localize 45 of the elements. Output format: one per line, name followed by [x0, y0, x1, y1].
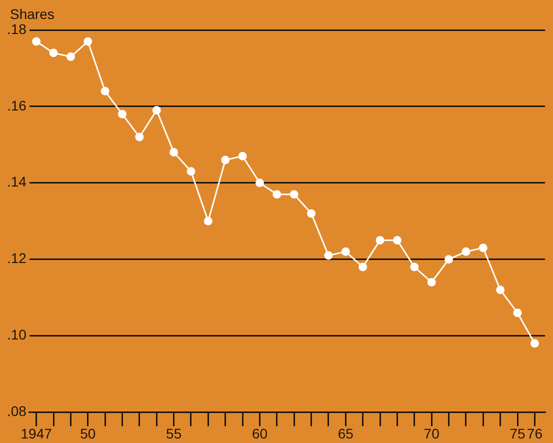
point — [255, 178, 264, 188]
point — [170, 148, 178, 157]
y-tick-label: .10 — [6, 326, 27, 343]
point — [66, 52, 75, 62]
point — [100, 86, 110, 96]
x-tick-label: 55 — [166, 425, 182, 442]
y-tick-label: .18 — [6, 20, 27, 37]
point — [530, 339, 539, 348]
point — [427, 278, 436, 286]
point — [462, 247, 470, 256]
point — [118, 110, 127, 118]
y-tick-label: .14 — [6, 174, 27, 190]
point — [307, 209, 316, 218]
point — [152, 106, 161, 115]
point — [186, 167, 196, 176]
y-tick-label: .12 — [6, 250, 27, 266]
point — [410, 262, 419, 272]
x-tick-label: 1947 — [20, 425, 52, 442]
point — [496, 286, 505, 294]
point — [513, 308, 522, 318]
point — [392, 236, 402, 244]
point — [376, 236, 384, 244]
x-tick-label: 50 — [80, 425, 96, 442]
x-tick-label: 60 — [252, 425, 268, 442]
point — [272, 190, 282, 199]
x-tick-label: 75 — [510, 425, 526, 442]
point — [341, 247, 350, 256]
point — [444, 255, 454, 264]
point — [358, 262, 368, 272]
y-axis-title: Shares — [10, 6, 54, 22]
point — [135, 132, 144, 142]
point — [290, 190, 298, 199]
x-tick-label: 76 — [526, 425, 543, 442]
point — [32, 37, 41, 46]
point — [84, 37, 92, 46]
point — [204, 216, 212, 226]
point — [238, 152, 247, 160]
point — [221, 156, 230, 164]
point — [49, 48, 58, 58]
point — [478, 244, 488, 252]
point — [324, 251, 333, 260]
x-tick-label: 65 — [338, 425, 354, 442]
x-tick-label: 70 — [424, 425, 440, 442]
y-tick-label: .16 — [6, 97, 27, 114]
y-tick-label: .08 — [6, 403, 27, 420]
